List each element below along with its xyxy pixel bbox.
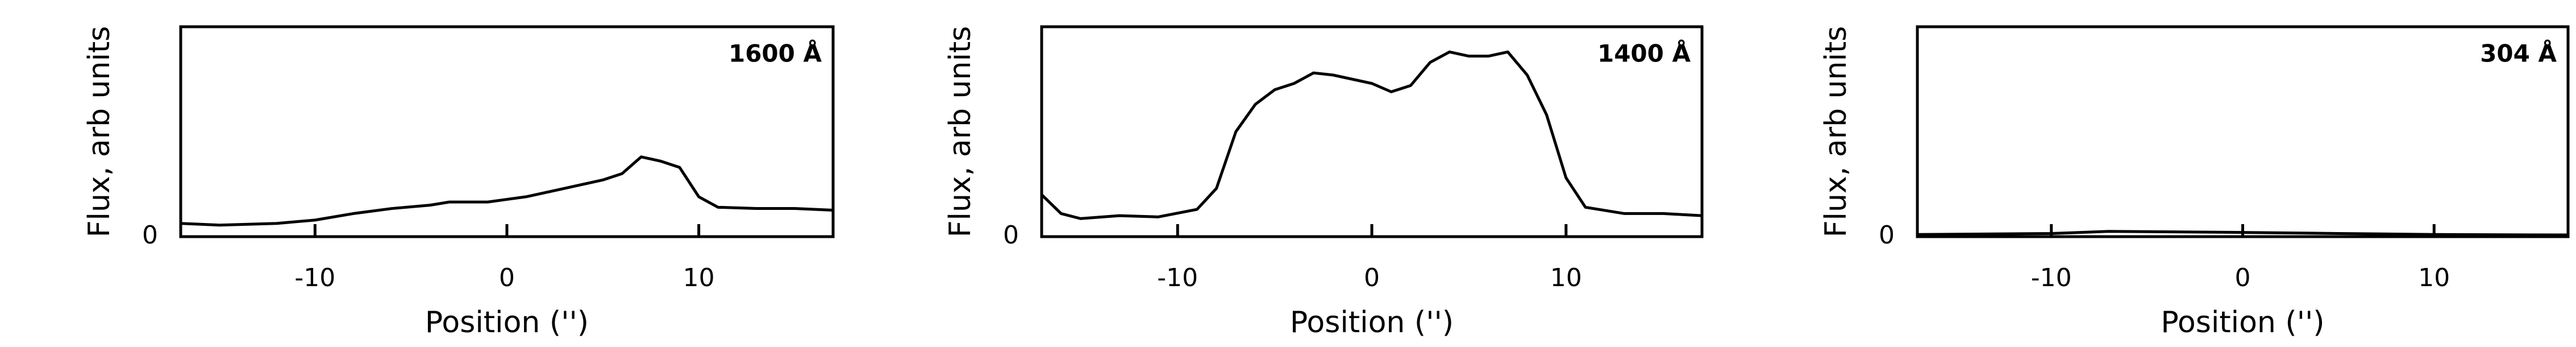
plot-frame [1916,25,2570,238]
panel: -10 0 10 0 304 Å Position ('') Flux, arb units [1819,25,2570,340]
y-axis-label: Flux, arb units [943,26,977,238]
panel: -10 0 10 0 1600 Å Position ('') Flux, arb unit… [82,25,835,340]
x-axis-label: Position ('') [425,305,589,340]
x-tick-label: 10 [683,263,715,292]
x-tick-label: 0 [2235,263,2251,292]
y-axis-label: Flux, arb units [82,26,116,238]
annotation: 304 Å [2480,39,2557,68]
x-tick-label: 0 [1364,263,1380,292]
x-tick-label: 0 [499,263,515,292]
x-axis-label: Position ('') [1290,305,1454,340]
x-tick-label: -10 [2031,263,2072,292]
x-tick-label: -10 [294,263,335,292]
x-tick-label: 10 [1550,263,1582,292]
annotation: 1400 Å [1597,39,1691,68]
x-axis-label: Position ('') [2161,305,2324,340]
y-tick-label: 0 [1879,221,1895,250]
x-tick-label: 10 [2418,263,2450,292]
panel: -10 0 10 0 1400 Å Position ('') Flux, arb unit… [943,25,1704,340]
x-tick-label: -10 [1157,263,1198,292]
data-line [1041,50,1703,220]
y-axis-label: Flux, arb units [1819,26,1853,238]
data-line [180,155,834,227]
y-tick-label: 0 [1003,221,1019,250]
y-tick-label: 0 [142,221,158,250]
annotation: 1600 Å [729,39,822,68]
